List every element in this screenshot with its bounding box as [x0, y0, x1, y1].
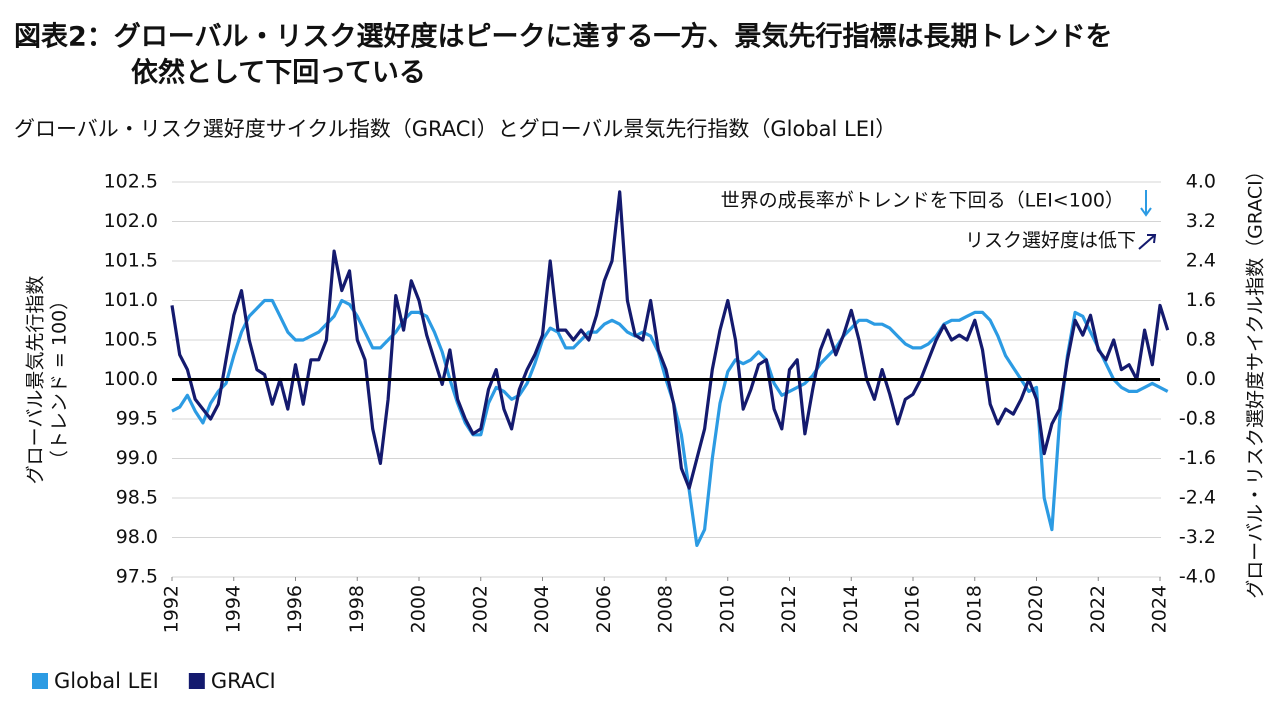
legend-label: GRACI — [211, 669, 276, 693]
series-line — [170, 190, 1170, 490]
y2-tick-label: -4.0 — [1179, 566, 1216, 588]
y2-tick-label: 4.0 — [1186, 171, 1216, 193]
x-tick-label: 2022 — [1087, 585, 1109, 633]
y-tick-label: 102.5 — [104, 171, 158, 193]
y2-tick-label: -3.2 — [1179, 526, 1216, 548]
x-tick-label: 2008 — [655, 585, 677, 633]
legend-swatch — [188, 673, 205, 689]
series-line — [171, 298, 1169, 547]
legend-swatch — [32, 673, 48, 689]
y2-tick-label: 2.4 — [1186, 250, 1216, 272]
annotation: 世界の成長率がトレンドを下回る（LEI<100） — [721, 190, 1124, 212]
y-tick-label: 99.0 — [116, 447, 158, 469]
y2-tick-label: 0.8 — [1186, 329, 1216, 351]
x-tick-label: 2024 — [1149, 585, 1171, 633]
x-tick-label: 2012 — [778, 585, 800, 633]
legend-label: Global LEI — [54, 669, 159, 693]
x-tick-label: 2004 — [531, 585, 553, 633]
y2-tick-label: -1.6 — [1179, 447, 1216, 469]
x-tick-label: 2002 — [469, 585, 491, 633]
x-tick-label: 1998 — [346, 585, 368, 633]
y2-tick-label: 3.2 — [1186, 210, 1216, 232]
y2-tick-label: -0.8 — [1179, 408, 1216, 430]
y2-axis-label: グローバル・リスク選好度サイクル指数（GRACI） — [1245, 161, 1267, 599]
annotation-arrow — [1140, 190, 1152, 217]
x-tick-label: 1994 — [222, 585, 244, 633]
y2-tick-label: 0.0 — [1186, 368, 1216, 390]
y-tick-label: 98.0 — [116, 526, 158, 548]
x-tick-label: 2010 — [716, 585, 738, 633]
y-axis-label: グローバル景気先行指数 （トレンド = 100） — [25, 276, 71, 485]
y2-tick-label: -2.4 — [1179, 487, 1216, 509]
y-tick-label: 97.5 — [116, 566, 158, 588]
y-tick-label: 98.5 — [116, 487, 158, 509]
chart-title: 依然として下回っている — [131, 57, 426, 89]
x-tick-label: 2006 — [593, 585, 615, 633]
y-tick-label: 101.5 — [104, 250, 158, 272]
y2-tick-label: 1.6 — [1186, 289, 1216, 311]
x-tick-label: 2016 — [902, 585, 924, 633]
y-tick-label: 100.0 — [104, 368, 158, 390]
x-tick-label: 2020 — [1025, 585, 1047, 633]
annotation-arrow — [1138, 234, 1157, 250]
annotation: リスク選好度は低下 — [965, 230, 1136, 252]
x-tick-label: 2000 — [408, 585, 430, 633]
y-tick-label: 101.0 — [104, 289, 158, 311]
chart-subtitle: グローバル・リスク選好度サイクル指数（GRACI）とグローバル景気先行指数（Gl… — [14, 117, 896, 141]
y-tick-label: 102.0 — [104, 210, 158, 232]
x-tick-label: 1996 — [284, 585, 306, 633]
y-axis-label: （トレンド = 100） — [49, 291, 71, 469]
x-tick-label: 2014 — [840, 585, 862, 633]
x-tick-label: 1992 — [161, 585, 183, 633]
chart-title: 図表2：グローバル・リスク選好度はピークに達する一方、景気先行指標は長期トレンド… — [14, 21, 1113, 53]
y-axis-label: グローバル景気先行指数 — [25, 276, 47, 485]
y-tick-label: 99.5 — [116, 408, 158, 430]
y-tick-label: 100.5 — [104, 329, 158, 351]
x-tick-label: 2018 — [963, 585, 985, 633]
